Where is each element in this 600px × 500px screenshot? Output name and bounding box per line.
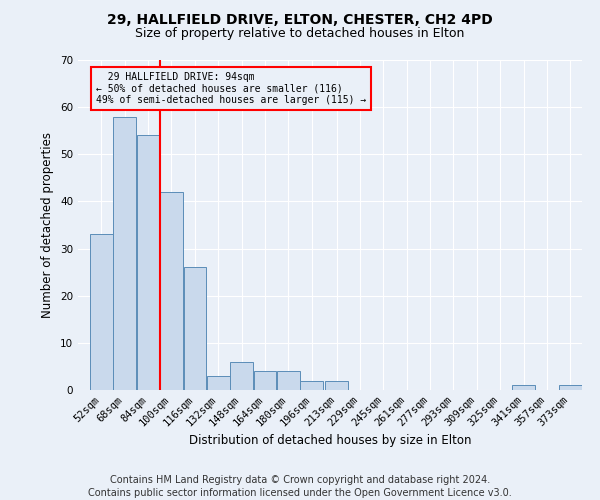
Bar (254, 371, 277, 390)
Text: 29 HALLFIELD DRIVE: 94sqm  
← 50% of detached houses are smaller (116)
49% of se: 29 HALLFIELD DRIVE: 94sqm ← 50% of detac… (95, 72, 366, 105)
Bar (184, 268, 206, 390)
Bar (301, 380, 323, 390)
Bar (325, 380, 348, 390)
Bar (277, 371, 299, 390)
Bar (207, 376, 230, 390)
Bar (113, 116, 136, 390)
Text: Size of property relative to detached houses in Elton: Size of property relative to detached ho… (136, 28, 464, 40)
Bar (137, 136, 160, 390)
Text: Contains HM Land Registry data © Crown copyright and database right 2024.: Contains HM Land Registry data © Crown c… (110, 475, 490, 485)
Bar (512, 386, 535, 390)
Bar (90, 234, 113, 390)
Text: 29, HALLFIELD DRIVE, ELTON, CHESTER, CH2 4PD: 29, HALLFIELD DRIVE, ELTON, CHESTER, CH2… (107, 12, 493, 26)
Bar (230, 362, 253, 390)
Bar (160, 192, 183, 390)
X-axis label: Distribution of detached houses by size in Elton: Distribution of detached houses by size … (189, 434, 471, 447)
Bar (559, 386, 581, 390)
Y-axis label: Number of detached properties: Number of detached properties (41, 132, 55, 318)
Text: Contains public sector information licensed under the Open Government Licence v3: Contains public sector information licen… (88, 488, 512, 498)
